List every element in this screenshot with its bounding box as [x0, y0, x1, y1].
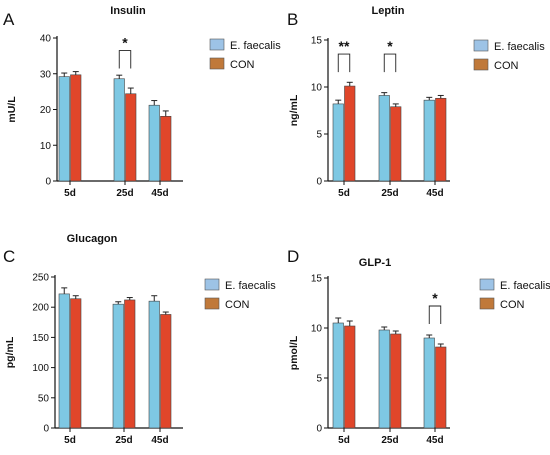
- y-tick-label: 250: [32, 273, 49, 284]
- panel-letter: D: [287, 247, 299, 266]
- bar: [390, 333, 402, 429]
- legend-label: E. faecalis: [500, 280, 550, 292]
- y-tick-label: 10: [311, 83, 323, 94]
- y-axis-label: pg/mL: [4, 336, 16, 368]
- x-tick-label: 25d: [381, 188, 398, 199]
- x-tick-label: 25d: [381, 435, 398, 446]
- bar: [344, 325, 356, 429]
- y-tick-label: 5: [316, 374, 322, 385]
- bar: [390, 106, 402, 182]
- x-tick-label: 45d: [426, 435, 443, 446]
- bar: [112, 303, 124, 429]
- y-tick-label: 0: [43, 424, 49, 435]
- chart-title: Glucagon: [67, 233, 118, 245]
- x-tick-label: 25d: [116, 188, 133, 199]
- chart-title: GLP-1: [359, 257, 391, 269]
- y-tick-label: 40: [40, 34, 52, 45]
- bar: [423, 99, 435, 182]
- significance-marker: **: [339, 38, 350, 54]
- bar: [160, 314, 172, 429]
- bar: [58, 293, 70, 429]
- chart-title: Leptin: [372, 5, 405, 17]
- significance-marker: *: [387, 38, 393, 54]
- y-axis-label: ng/mL: [288, 94, 300, 126]
- bar: [148, 104, 160, 182]
- legend-swatch: [204, 297, 220, 310]
- bar: [332, 322, 344, 429]
- legend-label: CON: [500, 299, 525, 311]
- panel-letter: B: [287, 10, 298, 29]
- legend-swatch: [479, 297, 495, 310]
- bar: [125, 93, 137, 182]
- bar: [160, 115, 172, 182]
- x-tick-label: 5d: [64, 435, 76, 446]
- legend-label: E. faecalis: [225, 280, 276, 292]
- y-tick-label: 200: [32, 303, 49, 314]
- legend-label: CON: [494, 60, 519, 72]
- x-tick-label: 45d: [151, 435, 168, 446]
- panel-letter: C: [3, 247, 15, 266]
- legend-swatch: [204, 278, 220, 291]
- bar: [378, 329, 390, 429]
- y-tick-label: 15: [311, 274, 323, 285]
- y-tick-label: 30: [40, 69, 52, 80]
- bar: [148, 300, 160, 429]
- legend-label: E. faecalis: [230, 40, 281, 52]
- significance-bracket: [428, 305, 442, 324]
- significance-bracket: [337, 53, 351, 73]
- significance-marker: *: [122, 35, 128, 51]
- significance-bracket: [118, 50, 132, 69]
- y-tick-label: 10: [311, 324, 323, 335]
- y-tick-label: 50: [38, 393, 50, 404]
- bar: [435, 97, 447, 182]
- x-tick-label: 5d: [338, 188, 350, 199]
- bar: [70, 74, 82, 182]
- y-tick-label: 150: [32, 333, 49, 344]
- y-tick-label: 20: [40, 105, 52, 116]
- y-tick-label: 5: [316, 130, 322, 141]
- legend-label: E. faecalis: [494, 41, 545, 53]
- chart-panel-c: C Glucagon pg/mL 0 50 100 150 200 250 5d 25d 45d E. …: [3, 233, 276, 446]
- panel-letter: A: [3, 10, 15, 29]
- bar: [423, 337, 435, 429]
- bar: [113, 78, 125, 182]
- bar: [435, 346, 447, 429]
- x-tick-label: 45d: [151, 188, 168, 199]
- x-tick-label: 45d: [426, 188, 443, 199]
- legend-label: CON: [230, 59, 255, 71]
- y-tick-label: 0: [316, 177, 322, 188]
- y-axis-label: pmol/L: [288, 335, 300, 370]
- bar: [70, 298, 82, 429]
- legend-label: CON: [225, 299, 250, 311]
- x-tick-label: 5d: [64, 188, 76, 199]
- legend-swatch: [209, 57, 225, 70]
- y-tick-label: 10: [40, 141, 52, 152]
- chart-title: Insulin: [110, 5, 146, 17]
- legend-swatch: [479, 278, 495, 291]
- y-tick-label: 0: [316, 424, 322, 435]
- legend-swatch: [209, 38, 225, 51]
- legend-swatch: [473, 58, 489, 71]
- legend-swatch: [473, 39, 489, 52]
- y-tick-label: 0: [45, 177, 51, 188]
- y-tick-label: 15: [311, 36, 323, 47]
- bar: [58, 76, 70, 182]
- bar: [344, 85, 356, 182]
- x-tick-label: 25d: [115, 435, 132, 446]
- significance-bracket: [383, 53, 397, 73]
- x-tick-label: 5d: [338, 435, 350, 446]
- significance-marker: *: [432, 290, 438, 306]
- bar: [378, 95, 390, 182]
- bar: [332, 103, 344, 182]
- chart-panel-a: A Insulin mU/L 0 10 20 30 40 5d 25d 45d * E. faecali…: [3, 5, 281, 199]
- y-axis-label: mU/L: [6, 96, 18, 123]
- bar: [124, 299, 136, 429]
- y-tick-label: 100: [32, 363, 49, 374]
- chart-panel-d: D GLP-1 pmol/L 0 5 10 15 5d 25d 45d * E. faecalis CO…: [287, 247, 550, 446]
